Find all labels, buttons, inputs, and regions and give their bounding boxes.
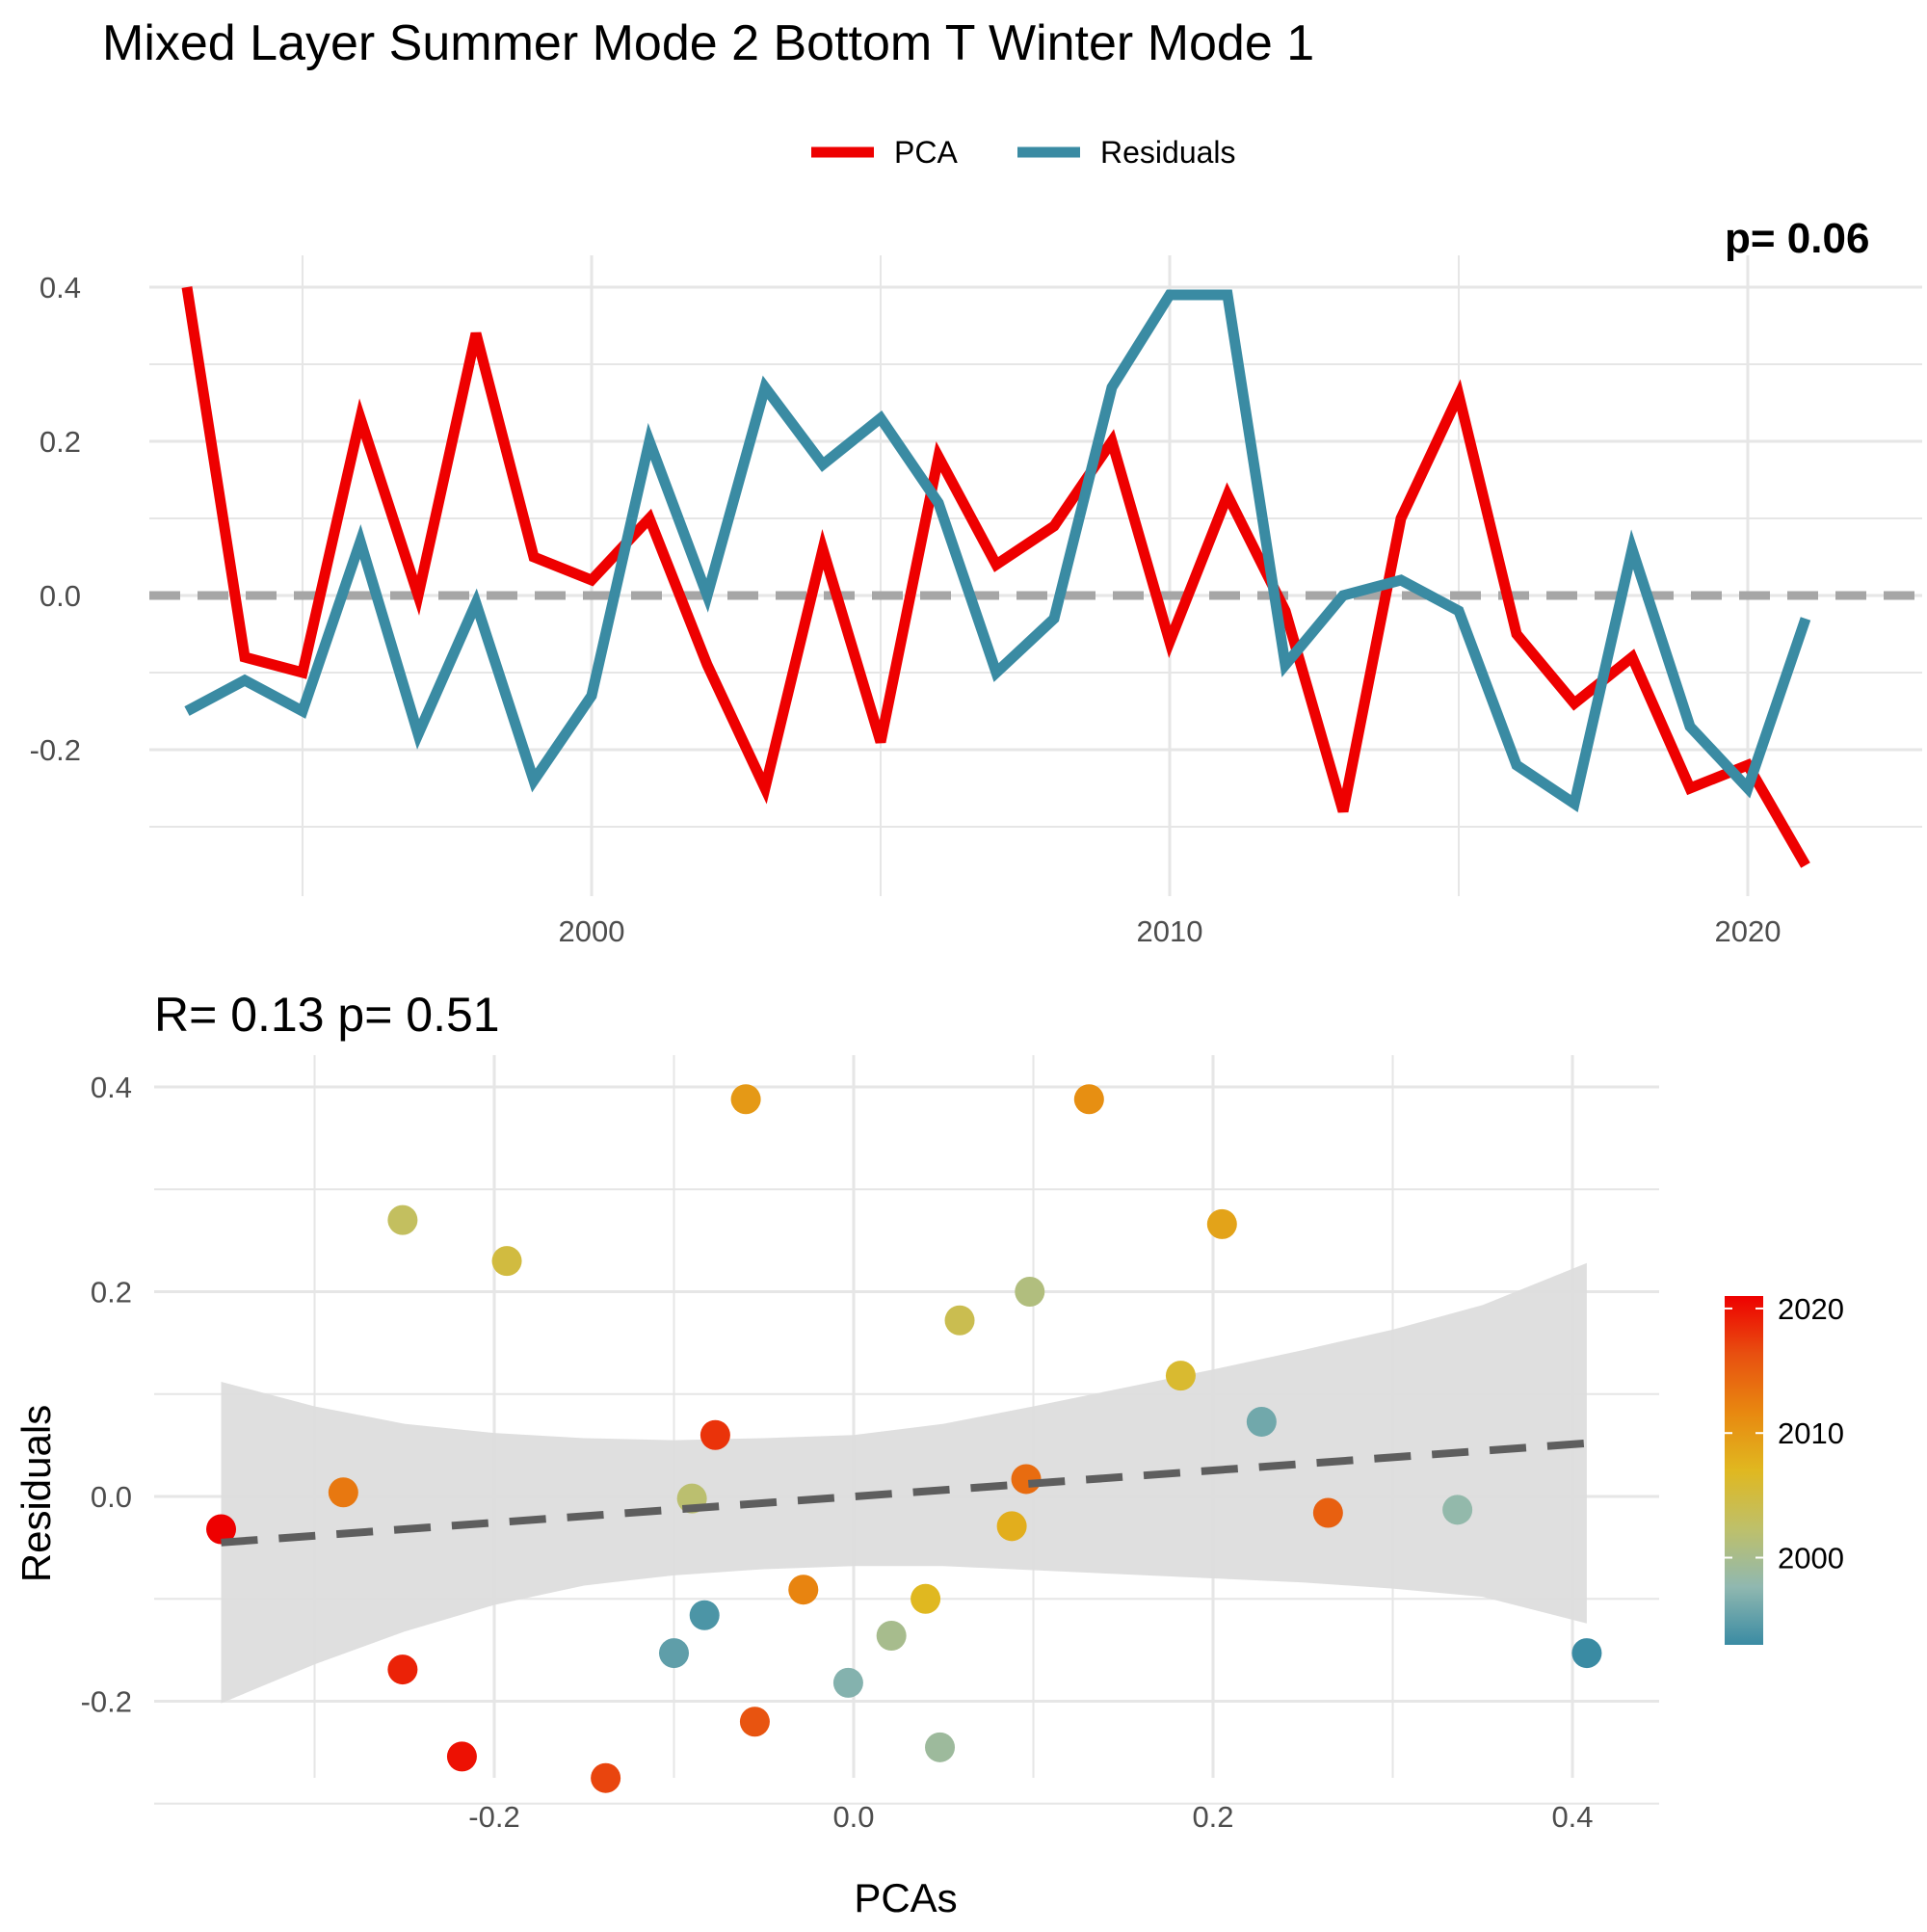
colorbar-ticks: 2000 2010 2020	[1725, 1292, 1844, 1575]
p-value-label: p= 0.06	[1725, 215, 1869, 262]
correlation-stat-label: R= 0.13 p= 0.51	[154, 988, 500, 1042]
scatter-point	[1165, 1361, 1196, 1391]
scatter-point	[1015, 1277, 1045, 1307]
scatter-y-tick-label: 0.0	[91, 1480, 132, 1514]
scatter-y-tick-label: 0.2	[91, 1276, 132, 1310]
colorbar-tick-label: 2020	[1778, 1292, 1844, 1326]
colorbar-tick-label: 2000	[1778, 1542, 1844, 1575]
scatter-y-axis: -0.2 0.0 0.2 0.4	[81, 1071, 132, 1719]
scatter-point	[730, 1084, 761, 1115]
scatter-point	[925, 1732, 956, 1762]
timeseries-x-tick-label: 2010	[1137, 914, 1203, 948]
y-axis-title: Residuals	[13, 1405, 59, 1582]
scatter-point	[996, 1511, 1027, 1542]
scatter-point	[1312, 1497, 1343, 1528]
scatter-x-tick-label: -0.2	[468, 1800, 519, 1834]
colorbar-tick-label: 2010	[1778, 1416, 1844, 1450]
scatter-point	[911, 1583, 941, 1614]
timeseries-x-axis: 2000 2010 2020	[559, 914, 1782, 948]
colorbar-gradient	[1725, 1296, 1763, 1645]
timeseries-x-tick-label: 2020	[1715, 914, 1782, 948]
scatter-x-axis: -0.2 0.0 0.2 0.4	[468, 1800, 1593, 1834]
scatter-y-tick-label: -0.2	[81, 1685, 132, 1719]
scatter-point	[387, 1654, 418, 1685]
pca-series-line	[181, 286, 1810, 868]
timeseries-y-tick-label: 0.2	[40, 425, 81, 459]
scatter-point	[659, 1638, 689, 1669]
scatter-point	[387, 1204, 418, 1235]
scatter-point	[491, 1246, 522, 1277]
timeseries-y-tick-label: 0.4	[40, 271, 81, 304]
timeseries-y-tick-label: -0.2	[30, 733, 81, 767]
scatter-point	[832, 1667, 863, 1698]
legend: PCA Residuals	[811, 135, 1236, 170]
scatter-point	[1073, 1084, 1104, 1115]
timeseries-x-tick-label: 2000	[559, 914, 625, 948]
scatter-point	[1246, 1406, 1277, 1437]
scatter-point	[944, 1305, 975, 1336]
year-colorbar: 2000 2010 2020	[1725, 1292, 1844, 1645]
scatter-point	[689, 1600, 720, 1630]
residuals-series-line	[184, 289, 1811, 813]
legend-label-residuals: Residuals	[1100, 135, 1236, 170]
scatter-point	[1571, 1638, 1602, 1669]
chart-title: Mixed Layer Summer Mode 2 Bottom T Winte…	[102, 15, 1314, 71]
scatter-point	[1011, 1464, 1042, 1495]
scatter-point	[700, 1419, 730, 1450]
scatter-point	[1206, 1208, 1237, 1239]
scatter-point	[446, 1741, 477, 1772]
x-axis-title: PCAs	[854, 1875, 957, 1920]
scatter-point	[591, 1762, 621, 1793]
legend-label-pca: PCA	[894, 135, 958, 170]
timeseries-y-tick-label: 0.0	[40, 579, 81, 613]
scatter-point	[876, 1621, 907, 1651]
scatter-x-tick-label: 0.4	[1551, 1800, 1593, 1834]
scatter-x-tick-label: 0.0	[832, 1800, 874, 1834]
scatter-point	[788, 1575, 819, 1605]
scatter-point	[1442, 1495, 1473, 1525]
timeseries-panel: -0.2 0.0 0.2 0.4 2000 2010 2020 p= 0.06 PCA R…	[30, 135, 1922, 948]
scatter-y-tick-label: 0.4	[91, 1071, 132, 1104]
scatter-point	[206, 1514, 237, 1545]
scatter-point	[328, 1477, 358, 1508]
confidence-band	[221, 1262, 1587, 1704]
scatter-x-tick-label: 0.2	[1192, 1800, 1233, 1834]
scatter-panel: -0.2 0.0 0.2 0.4 -0.2 0.0 0.2 0.4 PCAs Residua…	[13, 1055, 1844, 1920]
scatter-point	[739, 1707, 770, 1737]
timeseries-y-axis: -0.2 0.0 0.2 0.4	[30, 271, 81, 767]
